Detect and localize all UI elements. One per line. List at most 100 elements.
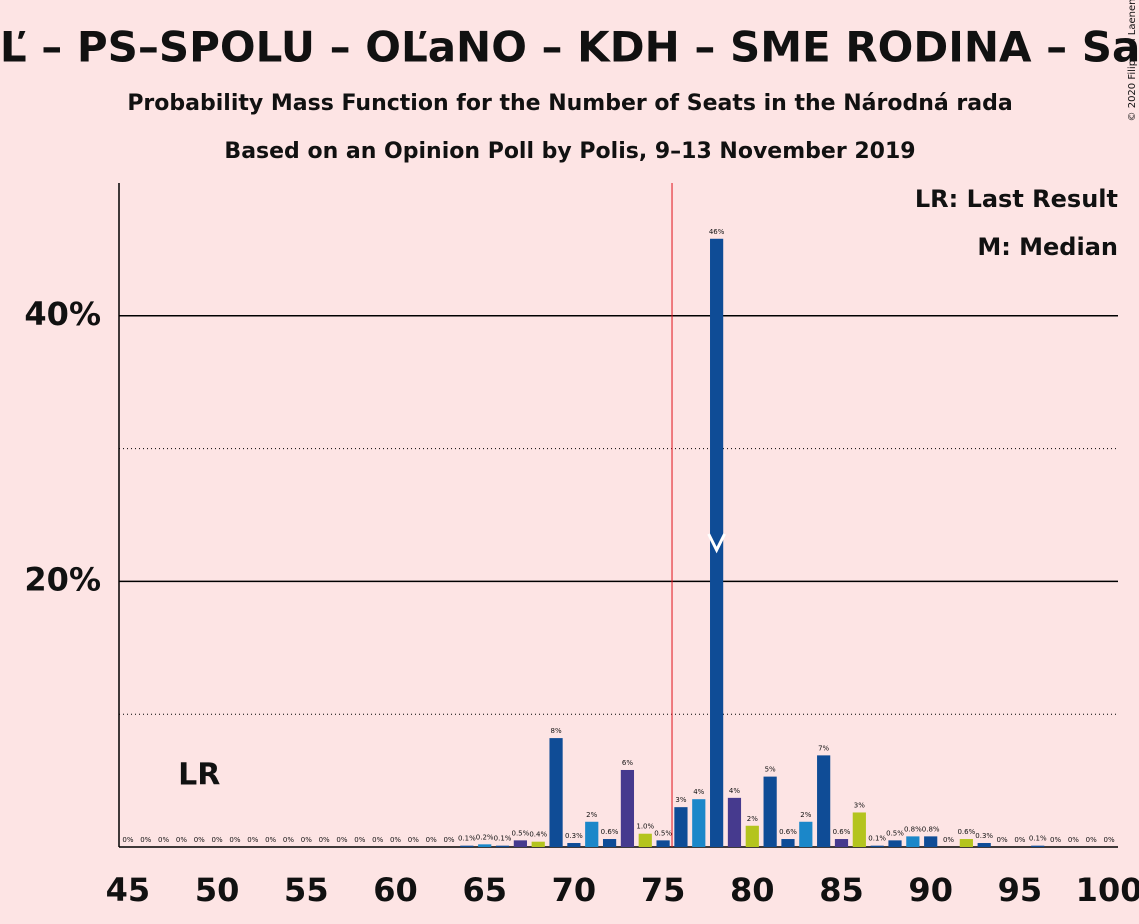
- value-label: 0%: [194, 836, 205, 844]
- value-label: 0.8%: [904, 825, 922, 833]
- value-label: 0.6%: [957, 828, 975, 836]
- x-tick-label: 65: [462, 871, 507, 909]
- value-label: 0%: [247, 836, 258, 844]
- legend-entry: M: Median: [977, 233, 1118, 261]
- bar: [674, 807, 688, 847]
- value-label: 2%: [800, 811, 811, 819]
- x-tick-label: 90: [908, 871, 953, 909]
- value-label: 0%: [336, 836, 347, 844]
- bar: [745, 825, 759, 847]
- bar: [460, 845, 474, 847]
- chart-title: ZĽ – PS–SPOLU – OĽaNO – KDH – SME RODINA…: [0, 23, 1139, 72]
- value-label: 0%: [265, 836, 276, 844]
- value-label: 0%: [426, 836, 437, 844]
- value-label: 0.1%: [868, 835, 886, 843]
- value-label: 4%: [729, 787, 740, 795]
- value-label: 3%: [854, 801, 865, 809]
- value-label: 0.6%: [833, 828, 851, 836]
- value-label: 0.1%: [494, 835, 512, 843]
- bar: [567, 843, 581, 847]
- value-label: 5%: [765, 766, 776, 774]
- bar: [692, 799, 706, 847]
- bar: [602, 839, 617, 847]
- x-tick-label: 60: [373, 871, 418, 909]
- x-tick-label: 85: [819, 871, 864, 909]
- value-label: 0%: [1104, 836, 1115, 844]
- chart-subtitle: Based on an Opinion Poll by Polis, 9–13 …: [224, 139, 915, 164]
- bar: [888, 840, 902, 847]
- value-label: 0%: [354, 836, 365, 844]
- legend-entry: LR: Last Result: [915, 185, 1118, 213]
- value-label: 0.4%: [529, 831, 547, 839]
- x-tick-label: 95: [998, 871, 1043, 909]
- bar: [763, 776, 777, 847]
- bar: [852, 812, 866, 847]
- value-label: 0%: [212, 836, 223, 844]
- value-label: 0.6%: [601, 828, 619, 836]
- bar: [478, 844, 492, 847]
- value-label: 0.6%: [779, 828, 797, 836]
- bar: [924, 836, 938, 847]
- bar: [781, 839, 795, 847]
- x-tick-label: 75: [641, 871, 686, 909]
- value-label: 0%: [1014, 836, 1025, 844]
- value-label: 8%: [551, 727, 562, 735]
- bar: [531, 841, 545, 847]
- value-label: 0%: [283, 836, 294, 844]
- bar: [656, 840, 670, 847]
- value-label: 0%: [122, 836, 133, 844]
- value-label: 0%: [1068, 836, 1079, 844]
- value-label: 3%: [675, 796, 686, 804]
- last-result-label: LR: [178, 758, 220, 793]
- x-tick-label: 50: [195, 871, 240, 909]
- value-label: 0%: [408, 836, 419, 844]
- value-label: 0%: [1050, 836, 1061, 844]
- bar: [834, 839, 849, 847]
- value-label: 6%: [622, 759, 633, 767]
- chart-subtitle: Probability Mass Function for the Number…: [127, 91, 1012, 116]
- bar: [585, 821, 599, 847]
- value-label: 0.5%: [511, 829, 529, 837]
- value-label: 0%: [996, 836, 1007, 844]
- value-label: 0.1%: [458, 835, 476, 843]
- x-tick-label: 45: [106, 871, 151, 909]
- value-label: 0%: [372, 836, 383, 844]
- value-label: 0%: [140, 836, 151, 844]
- value-label: 0%: [229, 836, 240, 844]
- value-label: 0.5%: [654, 829, 672, 837]
- bar: [549, 738, 563, 847]
- value-label: 2%: [747, 815, 758, 823]
- bar: [959, 839, 973, 847]
- x-tick-label: 100: [1076, 871, 1139, 909]
- value-label: 2%: [586, 811, 597, 819]
- bar: [799, 821, 813, 847]
- value-label: 7%: [818, 744, 829, 752]
- bar: [906, 836, 920, 847]
- value-label: 0%: [301, 836, 312, 844]
- bar: [1031, 845, 1045, 847]
- x-tick-label: 80: [730, 871, 775, 909]
- bar: [977, 843, 991, 847]
- value-label: 0.3%: [975, 832, 993, 840]
- y-tick-label: 40%: [24, 295, 101, 333]
- bar: [870, 845, 884, 847]
- value-label: 0%: [390, 836, 401, 844]
- bar: [710, 238, 724, 847]
- value-label: 1.0%: [636, 823, 654, 831]
- value-label: 0.1%: [1029, 835, 1047, 843]
- value-label: 46%: [709, 228, 725, 236]
- value-label: 0%: [1086, 836, 1097, 844]
- bar: [513, 840, 527, 847]
- copyright: © 2020 Filip van Laenen: [1127, 0, 1138, 121]
- value-label: 0%: [176, 836, 187, 844]
- value-label: 0%: [443, 836, 454, 844]
- value-label: 0%: [943, 836, 954, 844]
- bar: [638, 833, 652, 847]
- x-tick-label: 55: [284, 871, 329, 909]
- value-label: 0.2%: [476, 833, 494, 841]
- bar: [727, 797, 742, 847]
- value-label: 4%: [693, 788, 704, 796]
- value-label: 0%: [319, 836, 330, 844]
- median-marker: [707, 533, 726, 554]
